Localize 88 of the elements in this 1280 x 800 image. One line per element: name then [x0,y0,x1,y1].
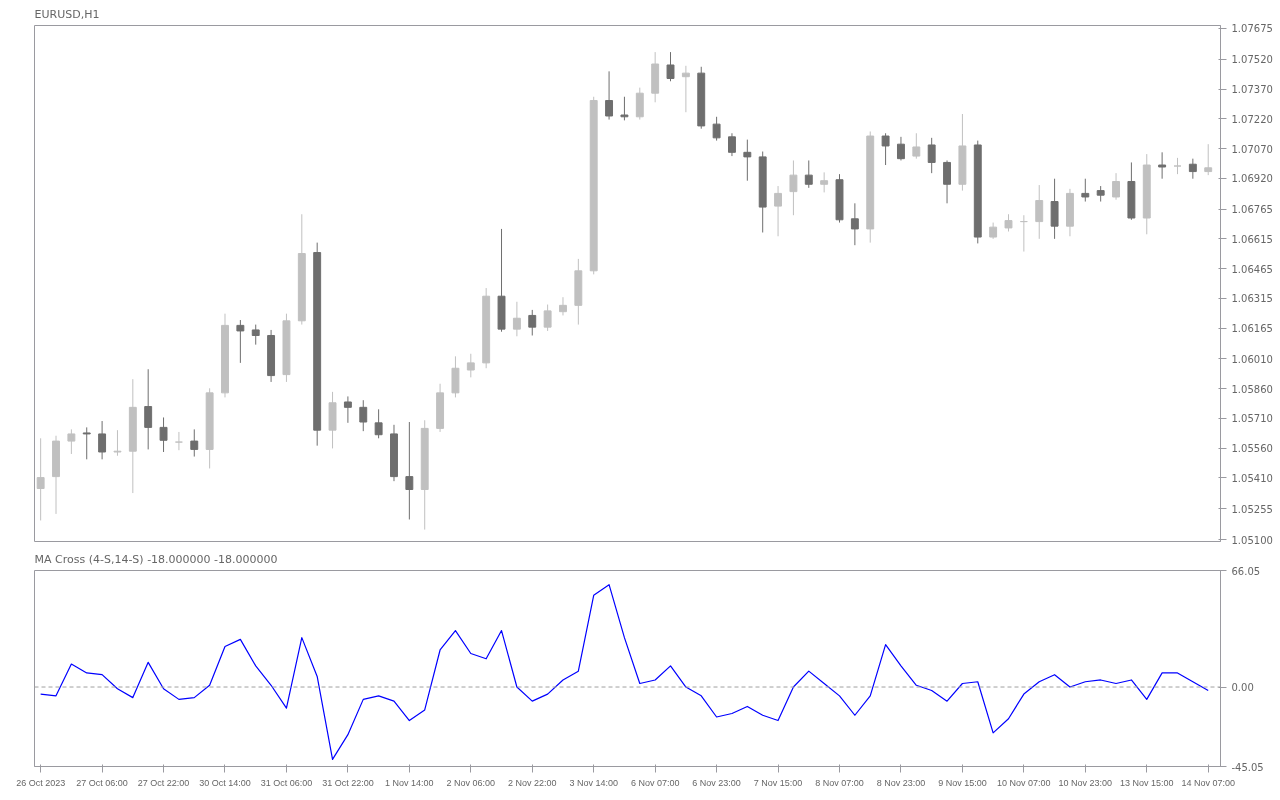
candlestick [98,420,107,460]
y-tick-label: 1.06465 [1231,263,1273,275]
line-series [40,584,1209,760]
y-tick-label: 1.05255 [1231,503,1273,515]
candlestick [912,132,921,160]
chart-title: EURUSD,H1 [34,7,100,21]
y-tick-label: 1.06765 [1231,204,1273,216]
candlestick [359,399,368,432]
candlestick [82,426,91,460]
candlestick [144,368,153,450]
x-tick-label: 2 Nov 06:00 [446,777,496,788]
candlestick [712,116,721,142]
candlestick [1112,172,1120,201]
y-tick-label: -45.05 [1231,761,1264,773]
candlestick [343,395,352,424]
x-tick-label: 31 Oct 22:00 [322,777,374,788]
candlestick [1035,184,1044,240]
y-tick-label: 1.06615 [1231,233,1273,245]
x-tick-label: 31 Oct 06:00 [260,777,313,788]
candlestick [159,416,168,453]
candlestick [666,51,675,82]
x-tick-label: 30 Oct 14:00 [199,777,251,788]
y-tick-label: 1.06165 [1231,323,1273,335]
x-tick-label: 26 Oct 2023 [16,777,66,788]
candlestick [466,353,475,378]
y-tick-label: 1.07520 [1231,54,1273,66]
x-tick-label: 27 Oct 22:00 [137,777,190,788]
candlestick [251,324,260,346]
candlestick [405,421,414,520]
candlestick [681,65,690,113]
candlestick [512,301,521,337]
candlestick [789,159,798,216]
candlestick [605,70,614,121]
candlestick [850,202,859,246]
candlestick [897,136,905,161]
y-tick-label: 0.00 [1231,682,1254,694]
candlestick [927,137,936,174]
x-tick-label: 10 Nov 07:00 [997,777,1051,788]
candlestick [190,428,199,458]
x-tick-label: 13 Nov 15:00 [1119,777,1174,788]
candlestick [543,304,552,332]
x-tick-label: 14 Nov 07:00 [1181,777,1235,788]
candlestick [804,159,813,189]
candlestick [743,139,752,182]
candlestick [1204,143,1213,176]
candlestick [236,319,245,364]
y-tick-label: 1.05710 [1231,413,1273,425]
candlestick [728,132,736,157]
y-tick-label: 66.05 [1231,565,1261,577]
candlestick [67,428,76,455]
x-tick-label: 6 Nov 07:00 [630,777,680,788]
candlestick [620,96,629,121]
candlestick [528,309,537,336]
x-tick-label: 10 Nov 23:00 [1058,777,1113,788]
candlestick [820,171,829,193]
x-tick-label: 8 Nov 23:00 [876,777,926,788]
candlestick [113,429,122,457]
candlestick [635,87,644,121]
y-tick-label: 1.07370 [1231,84,1273,96]
candlestick [559,296,567,316]
x-tick-label: 7 Nov 15:00 [753,777,803,788]
x-tick-label: 27 Oct 06:00 [76,777,128,788]
x-tick-label: 1 Nov 14:00 [385,777,434,788]
y-tick-label: 1.06315 [1231,293,1273,305]
y-tick-label: 1.05860 [1231,383,1273,395]
x-tick-label: 6 Nov 23:00 [692,777,741,788]
x-tick-label: 9 Nov 15:00 [938,777,987,788]
candlestick [881,132,890,166]
candlestick [374,408,383,439]
x-tick-label: 2 Nov 22:00 [507,777,557,788]
y-tick-label: 1.05100 [1231,534,1273,546]
candlestick [1081,178,1090,203]
y-tick-label: 1.07220 [1231,113,1273,125]
x-tick-label: 3 Nov 14:00 [569,777,618,788]
y-tick-label: 1.05560 [1231,443,1273,455]
candlestick [174,431,183,451]
candlestick [1188,158,1197,180]
x-tick-label: 8 Nov 07:00 [815,777,864,788]
candlestick [1158,151,1167,180]
candlestick [774,185,783,237]
y-tick-label: 1.06010 [1231,353,1273,365]
y-tick-label: 1.05410 [1231,472,1273,484]
y-tick-label: 1.07675 [1231,23,1273,35]
y-tick-label: 1.06920 [1231,173,1273,185]
candlestick [36,437,45,521]
y-tick-label: 1.07070 [1231,143,1273,155]
chart-title: MA Cross (4-S,14-S) -18.000000 -18.000000 [34,552,278,566]
candlestick [943,159,951,204]
